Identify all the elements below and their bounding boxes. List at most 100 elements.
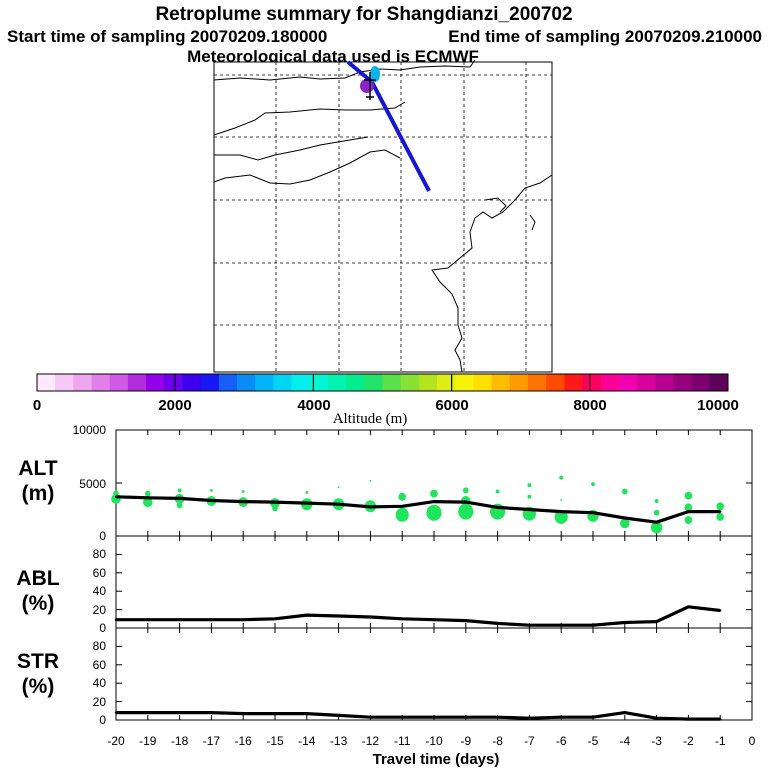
alt-ylabel: ALT xyxy=(18,457,57,480)
str-ytick: 60 xyxy=(93,658,107,672)
series-point xyxy=(337,503,340,506)
series-point xyxy=(178,618,181,621)
colorbar-cell xyxy=(273,374,292,391)
series-point xyxy=(146,711,149,714)
series-point xyxy=(623,711,626,714)
series-point xyxy=(464,619,467,622)
series-point xyxy=(432,500,436,503)
series-point xyxy=(591,511,595,514)
series-point xyxy=(464,500,467,504)
colorbar-cell xyxy=(564,374,583,391)
series-point xyxy=(114,618,118,621)
series-point xyxy=(178,497,181,500)
series-point xyxy=(528,508,531,511)
alt-scatter-point xyxy=(560,499,563,501)
series-point xyxy=(273,712,277,715)
series-point xyxy=(560,716,563,719)
colorbar-cell xyxy=(546,374,565,391)
series-point xyxy=(146,496,149,499)
alt-scatter-point xyxy=(684,516,693,525)
figure-title: Retroplume summary for Shangdianzi_20070… xyxy=(155,4,572,25)
colorbar-cell xyxy=(164,374,183,391)
colorbar-cell xyxy=(237,374,256,391)
alt-scatter-point xyxy=(458,503,474,520)
colorbar-cells xyxy=(37,374,729,391)
colorbar-cell xyxy=(200,374,220,391)
x-tick-label: -8 xyxy=(492,734,503,748)
colorbar-cell xyxy=(182,374,202,391)
colorbar-tick: 6000 xyxy=(435,397,468,414)
receptor-marker xyxy=(360,66,380,100)
met-data-label: Meteorological data used is ECMWF xyxy=(187,47,479,66)
colorbar-tick: 0 xyxy=(33,397,41,414)
abl-ylabel: ABL xyxy=(16,567,59,590)
colorbar-cell xyxy=(491,374,511,391)
series-point xyxy=(337,614,340,618)
x-tick-label: -15 xyxy=(266,734,284,748)
alt-scatter-point xyxy=(426,504,442,521)
alt-series-line xyxy=(114,495,722,524)
series-point xyxy=(560,510,563,513)
series-point xyxy=(496,622,499,625)
series-point xyxy=(114,495,118,498)
colorbar-cell xyxy=(309,374,329,391)
series-point xyxy=(273,617,277,620)
x-tick-label: -9 xyxy=(460,734,471,748)
alt-scatter-point xyxy=(654,499,659,503)
colorbar-cell xyxy=(618,374,638,391)
x-tick-label: -19 xyxy=(139,734,157,748)
alt-scatter-point xyxy=(395,507,409,522)
series-point xyxy=(496,716,499,719)
x-tick-label: -6 xyxy=(556,734,567,748)
colorbar-cell xyxy=(582,374,602,391)
colorbar-cell xyxy=(127,374,147,391)
alt-scatter-point xyxy=(398,492,407,501)
x-tick-label: -4 xyxy=(619,734,630,748)
alt-scatter-points xyxy=(111,475,724,534)
colorbar-tick: 2000 xyxy=(158,397,191,414)
alt-scatter-point xyxy=(305,491,309,494)
series-line xyxy=(116,710,721,721)
alt-scatter-point xyxy=(684,491,693,500)
x-tick-label: 0 xyxy=(749,734,756,748)
series-point xyxy=(401,716,404,719)
colorbar-cell xyxy=(37,374,56,391)
series-point xyxy=(464,716,467,719)
alt-scatter-point xyxy=(210,488,213,492)
series-point xyxy=(719,717,722,721)
alt-scatter-point xyxy=(463,487,469,494)
alt-scatter-point xyxy=(559,475,564,480)
abl-ytick: 40 xyxy=(93,584,107,598)
x-tick-label: -5 xyxy=(588,734,599,748)
series-point xyxy=(719,609,722,612)
series-line xyxy=(116,605,721,627)
series-point xyxy=(369,716,372,719)
alt-scatter-point xyxy=(176,502,183,509)
colorbar-cell xyxy=(655,374,674,391)
colorbar-dividers xyxy=(174,374,591,391)
str-ytick: 0 xyxy=(99,713,106,727)
alt-scatter-point xyxy=(241,490,245,493)
series-point xyxy=(655,717,658,720)
alt-scatter-point xyxy=(143,497,153,508)
abl-ylabel-unit: (%) xyxy=(22,592,55,615)
x-tick-label: -20 xyxy=(107,734,125,748)
alt-scatter-point xyxy=(591,482,595,487)
series-point xyxy=(623,621,626,624)
colorbar-cell xyxy=(673,374,693,391)
series-point xyxy=(369,615,372,619)
x-axis-tick-labels: -20 -19 -18 -17 -16 -15 -14 -13 -12 -11 -10 -9 -8 -7-… xyxy=(107,734,755,748)
alt-scatter-point xyxy=(650,521,663,534)
colorbar-cell xyxy=(709,374,729,391)
map-frame xyxy=(213,61,553,373)
alt-scatter-point xyxy=(177,488,182,493)
str-ytick: 40 xyxy=(93,676,107,690)
colorbar-cell xyxy=(637,374,656,391)
series-point xyxy=(242,500,245,503)
str-ytick: 20 xyxy=(93,695,107,709)
alt-scatter-point xyxy=(113,490,119,497)
alt-scatter-point xyxy=(684,503,693,512)
series-point xyxy=(528,717,531,720)
alt-scatter-point xyxy=(716,502,724,511)
